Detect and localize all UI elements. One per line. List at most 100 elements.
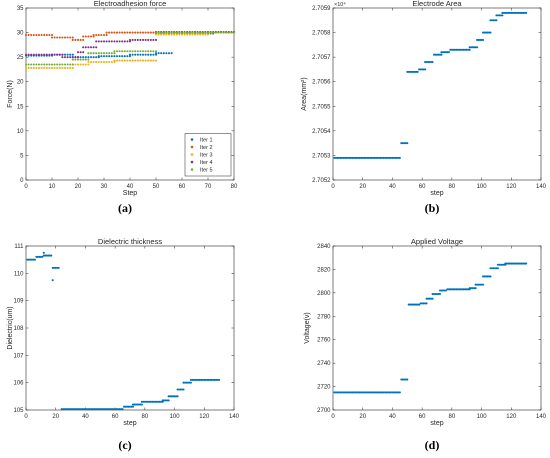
data-point [63, 56, 67, 59]
x-tick-label: 40 [82, 414, 89, 420]
data-point [175, 33, 178, 36]
data-point [479, 283, 482, 286]
data-point [37, 53, 41, 56]
data-point [139, 59, 142, 62]
data-point [452, 288, 455, 291]
data-point [127, 405, 130, 408]
y-tick-label: 35 [17, 6, 24, 12]
data-point [97, 40, 100, 43]
data-point [345, 156, 348, 159]
data-point [79, 408, 83, 411]
y-axis-label: Area(mm²) [301, 77, 308, 110]
data-point [56, 266, 59, 269]
data-point [76, 63, 80, 66]
data-point [62, 408, 65, 411]
data-point [69, 63, 72, 66]
data-point [360, 391, 363, 394]
data-point [206, 31, 210, 34]
data-point [363, 156, 366, 159]
data-point [422, 68, 425, 71]
data-point [32, 63, 35, 66]
data-point [376, 391, 379, 394]
data-point [82, 56, 85, 59]
data-point [87, 46, 90, 49]
data-point [349, 156, 352, 159]
data-point [182, 381, 185, 384]
data-point [462, 48, 465, 51]
data-point [400, 142, 403, 145]
data-point [58, 36, 61, 39]
data-point [58, 66, 61, 69]
chart-title: Applied Voltage [411, 237, 463, 246]
data-point [139, 403, 142, 406]
data-point [334, 156, 338, 159]
data-point [511, 11, 514, 14]
data-point [434, 53, 437, 56]
data-point [154, 38, 158, 41]
data-point [434, 292, 437, 296]
data-point [167, 33, 171, 36]
data-point [388, 156, 391, 159]
data-point [141, 31, 145, 34]
data-point [444, 289, 447, 292]
data-point [39, 255, 42, 258]
data-point [141, 38, 145, 41]
data-point [501, 14, 504, 17]
data-point [386, 391, 390, 394]
x-tick-label: 30 [101, 184, 108, 190]
data-point [152, 400, 155, 403]
y-tick-label: 20 [17, 80, 24, 86]
data-point [188, 31, 191, 34]
data-point [446, 288, 449, 291]
data-point [471, 287, 474, 290]
data-point [375, 391, 378, 394]
data-point [443, 51, 446, 54]
data-point [35, 255, 38, 258]
data-point [95, 46, 98, 49]
data-point [82, 63, 85, 66]
data-point [455, 48, 458, 51]
data-point [388, 391, 391, 394]
data-point [516, 11, 519, 14]
data-point [50, 66, 54, 69]
data-point [504, 11, 507, 14]
data-point [401, 378, 404, 381]
data-point [157, 33, 160, 36]
data-point [189, 381, 192, 384]
data-point [510, 262, 513, 265]
data-point [87, 35, 90, 38]
data-point [378, 391, 381, 394]
data-point [30, 33, 33, 37]
data-point [386, 156, 390, 159]
data-point [158, 400, 161, 403]
data-point [131, 405, 135, 408]
data-point [188, 381, 191, 384]
data-point [477, 38, 480, 41]
data-point [76, 51, 80, 54]
data-point [516, 262, 519, 265]
data-point [84, 408, 87, 411]
data-point [203, 378, 206, 381]
data-point [92, 46, 95, 49]
figure-caption: (b) [425, 201, 440, 215]
data-point [508, 262, 511, 265]
data-point [71, 63, 74, 66]
data-point [425, 302, 428, 305]
data-point [110, 31, 113, 34]
data-point [154, 53, 158, 56]
data-point [333, 391, 336, 394]
data-point [449, 288, 452, 291]
data-point [144, 38, 147, 41]
legend-entry: Iter 2 [200, 145, 213, 151]
data-point [170, 52, 173, 55]
data-point [50, 63, 54, 66]
data-point [36, 255, 39, 258]
data-point [105, 61, 108, 64]
data-point [383, 156, 387, 159]
data-point [351, 391, 354, 394]
data-point [176, 388, 179, 391]
x-axis-label: step [123, 420, 136, 427]
data-point [467, 48, 470, 51]
data-point [383, 391, 387, 394]
data-point [456, 288, 459, 291]
